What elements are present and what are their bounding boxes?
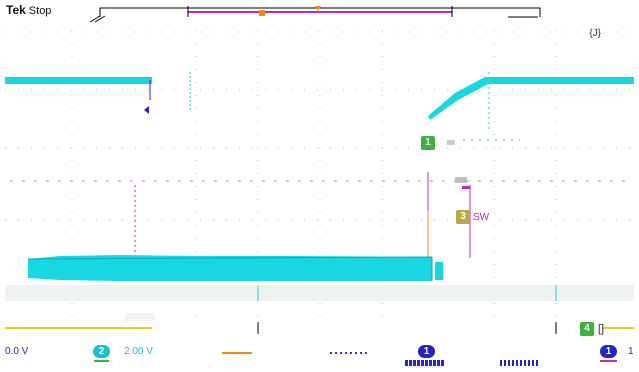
ch1-badge-right[interactable]: 1 xyxy=(600,345,617,358)
footer-blue-readout-2 xyxy=(500,360,540,366)
ch2-badge-underline xyxy=(94,360,109,362)
ch1-badge-right-label: 1 xyxy=(605,346,612,357)
ch1-lower-trace xyxy=(27,255,443,281)
brand-name: Tek xyxy=(6,3,26,17)
ch2-badge[interactable]: 2 xyxy=(93,345,110,358)
ch1-badge-right-underline xyxy=(600,360,617,362)
top-right-readout: {J} xyxy=(589,28,601,39)
footer-orange-dash xyxy=(222,352,252,354)
ch-offset-readout: 0.0 V xyxy=(5,346,29,357)
brand-label: Tek Stop xyxy=(6,3,51,17)
record-marker-icon xyxy=(259,10,265,16)
trigger-position-icon xyxy=(315,6,321,11)
ch4-marker-label: 4 xyxy=(584,323,590,334)
ch1-badge-center-label: 1 xyxy=(423,346,430,357)
ch2-badge-label: 2 xyxy=(98,346,105,357)
ch1-badge-center[interactable]: 1 xyxy=(418,345,435,358)
right-edge-readout: 1 xyxy=(628,346,634,357)
ch3-marker[interactable]: 3 xyxy=(456,210,470,224)
ch4-bracket-icon: [] xyxy=(598,323,605,335)
ch3-name-label: SW xyxy=(473,212,490,223)
ch1-upper-trace xyxy=(5,72,634,130)
overlay-fragments xyxy=(447,139,520,189)
acquisition-status: Stop xyxy=(28,5,52,17)
ch4-marker[interactable]: 4 xyxy=(580,322,594,336)
ch2-level-arrow-icon xyxy=(144,106,149,114)
noise-band xyxy=(5,285,634,301)
record-bar xyxy=(89,6,541,23)
footer-readouts: 0.0 V 2 2.00 V 1 1 1 xyxy=(0,340,639,372)
header-bar: Tek Stop xyxy=(0,0,639,24)
footer-gray-dots xyxy=(330,352,370,354)
footer-blue-readout xyxy=(405,360,445,366)
ch1-marker[interactable]: 1 xyxy=(421,136,435,150)
ch1-marker-label: 1 xyxy=(425,137,431,148)
ch2-scale-readout: 2.00 V xyxy=(124,346,153,357)
waveform-plot xyxy=(5,6,634,334)
ch3-marker-label: 3 xyxy=(460,211,466,222)
ch4-trace xyxy=(5,322,634,334)
